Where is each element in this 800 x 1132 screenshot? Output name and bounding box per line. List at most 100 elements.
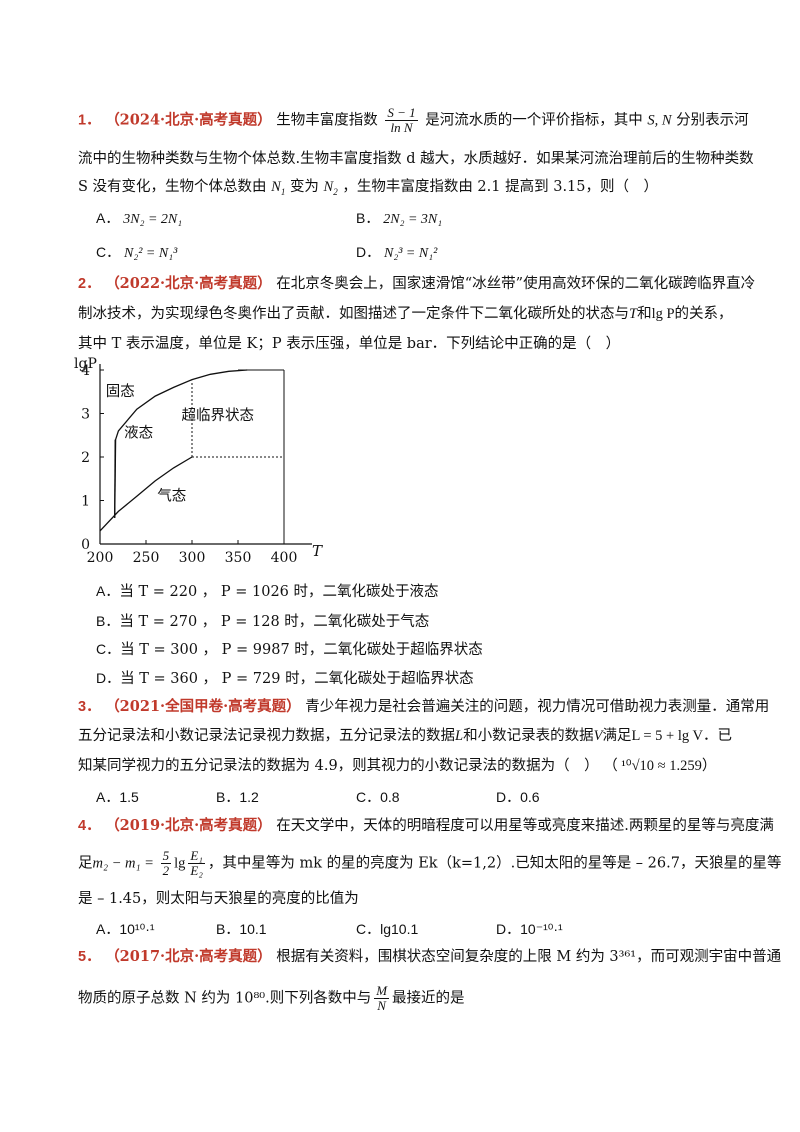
q2-text: 和 <box>637 306 652 322</box>
region-label: 超临界状态 <box>182 407 255 424</box>
q1-frac-den: ln N <box>390 120 413 135</box>
q3-math: L <box>455 728 464 744</box>
q3-option-d[interactable]: D．0.6 <box>496 786 540 808</box>
q1-fraction: S − 1 ln N <box>385 105 418 135</box>
q4-text: 在天文学中，天体的明暗程度可以用星等或亮度来描述.两颗星的星等与亮度满 <box>276 818 774 834</box>
q4-option-c[interactable]: C．lg10.1 <box>356 918 418 940</box>
q4-line-3: 是 – 1.45，则太阳与天狼星的亮度的比值为 <box>78 891 359 907</box>
option-label: C． <box>356 789 381 805</box>
option-label: C． <box>96 641 121 657</box>
q3-text: 青少年视力是社会普遍关注的问题，视力情况可借助视力表测量．通常用 <box>305 699 770 715</box>
q1-text: ，生物丰富度指数由 2.1 提高到 3.15，则（ ） <box>342 179 658 195</box>
q2-line-3: 其中 T 表示温度，单位是 K；P 表示压强，单位是 bar．下列结论中正确的是… <box>78 336 621 352</box>
q4-source: （2019·北京·高考真题） <box>105 817 272 834</box>
option-text: 1.5 <box>119 789 139 805</box>
q1-math-n2: N2 <box>323 179 338 197</box>
q3-math: V <box>593 728 603 744</box>
option-label: B． <box>96 613 120 629</box>
q5-source: （2017·北京·高考真题） <box>105 948 272 965</box>
q4-option-d[interactable]: D．10⁻¹⁰·¹ <box>496 918 563 940</box>
x-tick-label: 250 <box>133 550 160 566</box>
q2-option-c[interactable]: C．当 T = 300 ， P = 9987 时，二氧化碳处于超临界状态 <box>96 638 483 661</box>
q3-option-c[interactable]: C．0.8 <box>356 786 400 808</box>
q1-math-n1: N1 <box>271 179 286 197</box>
option-label: B． <box>356 210 380 226</box>
q1-option-c[interactable]: C． N₂² = N₁³ <box>96 241 177 265</box>
option-label: C． <box>96 244 121 260</box>
q2-option-b[interactable]: B．当 T = 270 ， P = 128 时，二氧化碳处于气态 <box>96 610 429 633</box>
q4-math: lg <box>174 855 186 872</box>
q1-text: 分别表示河 <box>676 112 749 129</box>
region-label: 固态 <box>106 383 135 400</box>
q3-math: L = 5 + lg V <box>631 728 703 744</box>
q1-option-d[interactable]: D． N₂³ = N₁² <box>356 241 437 265</box>
q4-frac-num: 5 <box>160 848 172 864</box>
q1-option-b[interactable]: B． 2N₂ = 3N₁ <box>356 207 442 231</box>
q2-math: lg P <box>651 306 675 322</box>
y-tick-label: 3 <box>81 407 90 423</box>
q4-option-a[interactable]: A．10¹⁰·¹ <box>96 918 155 940</box>
q1-number: 1． <box>78 112 101 129</box>
q3-line-3: 知某同学视力的五分记录法的数据为 4.9，则其视力的小数记录法的数据为（ ） （… <box>78 755 716 777</box>
q3-text: ．已 <box>702 728 732 744</box>
q2-number: 2． <box>78 276 101 292</box>
q2-text: 制冰技术，为实现绿色冬奥作出了贡献．如图描述了一定条件下二氧化碳所处的状态与 <box>78 306 629 322</box>
q4-frac-den: 2 <box>162 863 170 878</box>
q5-text: 物质的原子总数 N 约为 10⁸⁰.则下列各数中与 <box>78 990 372 1007</box>
q4-frac-num: E₁ <box>188 848 205 864</box>
q3-line-2: 五分记录法和小数记录法记录视力数据，五分记录法的数据L和小数记录表的数据V满足L… <box>78 725 732 747</box>
y-axis-label: lgP <box>74 356 97 372</box>
option-text: 10¹⁰·¹ <box>119 921 155 937</box>
q4-option-b[interactable]: B．10.1 <box>216 918 267 940</box>
q1-line-3: S 没有变化，生物个体总数由 N1 变为 N2 ，生物丰富度指数由 2.1 提高… <box>78 176 658 203</box>
q1-text: 生物丰富度指数 <box>276 112 378 129</box>
q3-line-1: 3． （2021·全国甲卷·高考真题） 青少年视力是社会普遍关注的问题，视力情况… <box>78 696 769 718</box>
option-label: D． <box>496 921 521 937</box>
q1-math: S, N <box>647 112 672 129</box>
q2-option-d[interactable]: D．当 T = 360 ， P = 729 时，二氧化碳处于超临界状态 <box>96 667 474 690</box>
q2-math: T <box>629 306 638 322</box>
q3-text: 满足 <box>602 728 632 744</box>
q3-option-b[interactable]: B．1.2 <box>216 786 259 808</box>
q1-line-1: 1． （2024·北京·高考真题） 生物丰富度指数 S − 1 ln N 是河流水… <box>78 106 749 135</box>
q3-text: 知某同学视力的五分记录法的数据为 4.9，则其视力的小数记录法的数据为（ ） <box>78 758 599 774</box>
q3-source: （2021·全国甲卷·高考真题） <box>105 698 301 715</box>
q2-text: 在北京冬奥会上，国家速滑馆“冰丝带”使用高效环保的二氧化碳跨临界直冷 <box>276 276 756 292</box>
option-label: B． <box>216 789 240 805</box>
option-text: 3N₂ = 2N₁ <box>123 212 183 227</box>
region-label: 气态 <box>157 488 186 505</box>
x-tick-label: 350 <box>225 550 252 566</box>
q5-number: 5． <box>78 949 101 965</box>
q5-frac-den: N <box>377 998 386 1013</box>
option-label: D． <box>496 789 521 805</box>
q4-line-2: 足m₂ − m₁ = 5 2 lg E₁ E₂ ，其中星等为 mk 的星的亮度为 Ek（k… <box>78 849 781 878</box>
q1-option-a[interactable]: A． 3N₂ = 2N₁ <box>96 207 182 231</box>
q4-math: m₂ − m₁ = <box>92 855 158 872</box>
option-text: 2N₂ = 3N₁ <box>383 212 443 227</box>
q1-line-2: 流中的生物种类数与生物个体总数.生物丰富度指数 d 越大，水质越好．如果某河流治… <box>78 151 754 167</box>
option-text: 当 T = 300 ， P = 9987 时，二氧化碳处于超临界状态 <box>120 642 483 658</box>
x-tick-label: 200 <box>87 550 114 566</box>
q4-text: 足 <box>78 855 93 872</box>
phase-boundary-curve <box>114 369 248 518</box>
q4-fraction-e1-e2: E₁ E₂ <box>188 848 205 878</box>
option-text: 当 T = 360 ， P = 729 时，二氧化碳处于超临界状态 <box>120 671 474 687</box>
q1-frac-num: S − 1 <box>385 105 418 121</box>
option-label: C． <box>356 921 381 937</box>
q3-number: 3． <box>78 699 101 715</box>
q5-frac-num: M <box>374 983 390 999</box>
q5-text: 最接近的是 <box>392 990 465 1007</box>
option-text: N₂³ = N₁² <box>384 246 438 261</box>
q2-option-a[interactable]: A．当 T = 220 ， P = 1026 时，二氧化碳处于液态 <box>96 580 439 603</box>
q5-line-2: 物质的原子总数 N 约为 10⁸⁰.则下列各数中与 M N 最接近的是 <box>78 984 465 1013</box>
option-text: 10⁻¹⁰·¹ <box>520 921 563 937</box>
y-tick-label: 2 <box>81 450 90 466</box>
option-text: 1.2 <box>239 789 259 805</box>
option-label: A． <box>96 210 120 226</box>
q3-option-a[interactable]: A．1.5 <box>96 786 139 808</box>
phase-boundary-curve <box>114 439 116 518</box>
q2-source: （2022·北京·高考真题） <box>105 275 272 292</box>
